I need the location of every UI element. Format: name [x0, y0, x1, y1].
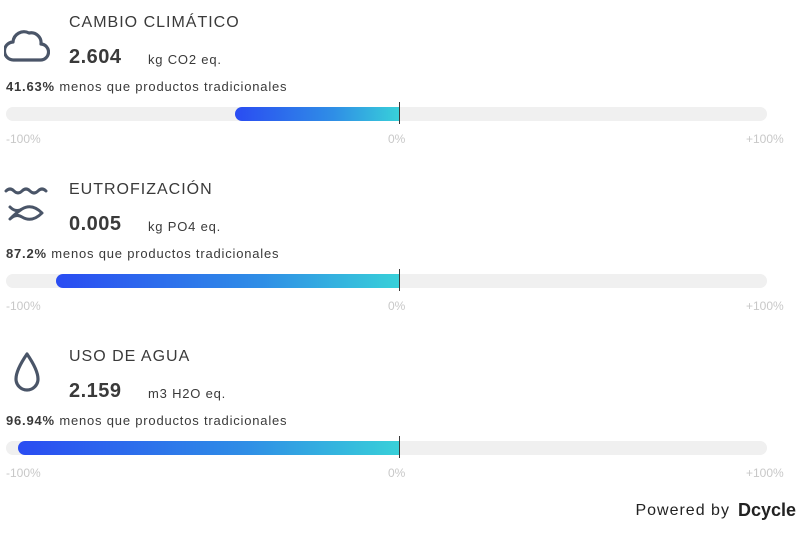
comparison-bar-fill	[18, 441, 399, 455]
metric-water-use: USO DE AGUA 2.159 m3 H2O eq. 96.94% meno…	[0, 334, 800, 494]
metric-title: USO DE AGUA	[69, 348, 191, 365]
scale-zero-label: 0%	[388, 466, 406, 480]
scale-min-label: -100%	[6, 466, 41, 480]
zero-marker	[399, 269, 400, 291]
reduction-percent: 96.94%	[6, 413, 55, 428]
metric-title: CAMBIO CLIMÁTICO	[69, 14, 240, 31]
scale-max-label: +100%	[746, 466, 784, 480]
metric-eutrophication: EUTROFIZACIÓN 0.005 kg PO4 eq. 87.2% men…	[0, 167, 800, 327]
scale-min-label: -100%	[6, 132, 41, 146]
comparison-text: 96.94% menos que productos tradicionales	[6, 413, 287, 428]
brand-logo: Dcycle	[737, 500, 796, 520]
powered-by: Powered by Dcycle	[635, 500, 796, 521]
scale-max-label: +100%	[746, 132, 784, 146]
comparison-label: menos que productos tradicionales	[51, 246, 280, 261]
comparison-label: menos que productos tradicionales	[59, 79, 288, 94]
zero-marker	[399, 102, 400, 124]
metric-value: 0.005	[69, 213, 122, 235]
metric-title: EUTROFIZACIÓN	[69, 181, 213, 198]
scale-zero-label: 0%	[388, 132, 406, 146]
reduction-percent: 41.63%	[6, 79, 55, 94]
cloud-icon	[4, 30, 50, 62]
water-drop-icon	[14, 352, 40, 392]
zero-marker	[399, 436, 400, 458]
metric-unit: kg CO2 eq.	[148, 52, 222, 67]
scale-zero-label: 0%	[388, 299, 406, 313]
metric-unit: m3 H2O eq.	[148, 386, 227, 401]
metric-value: 2.604	[69, 46, 122, 68]
comparison-label: menos que productos tradicionales	[59, 413, 288, 428]
fish-wave-icon	[4, 187, 48, 221]
metric-climate-change: CAMBIO CLIMÁTICO 2.604 kg CO2 eq. 41.63%…	[0, 0, 800, 160]
reduction-percent: 87.2%	[6, 246, 47, 261]
comparison-bar-fill	[235, 107, 399, 121]
comparison-text: 41.63% menos que productos tradicionales	[6, 79, 287, 94]
scale-max-label: +100%	[746, 299, 784, 313]
comparison-text: 87.2% menos que productos tradicionales	[6, 246, 279, 261]
powered-by-label: Powered by	[635, 501, 730, 519]
metric-value: 2.159	[69, 380, 122, 402]
metric-unit: kg PO4 eq.	[148, 219, 222, 234]
scale-min-label: -100%	[6, 299, 41, 313]
comparison-bar-fill	[56, 274, 399, 288]
